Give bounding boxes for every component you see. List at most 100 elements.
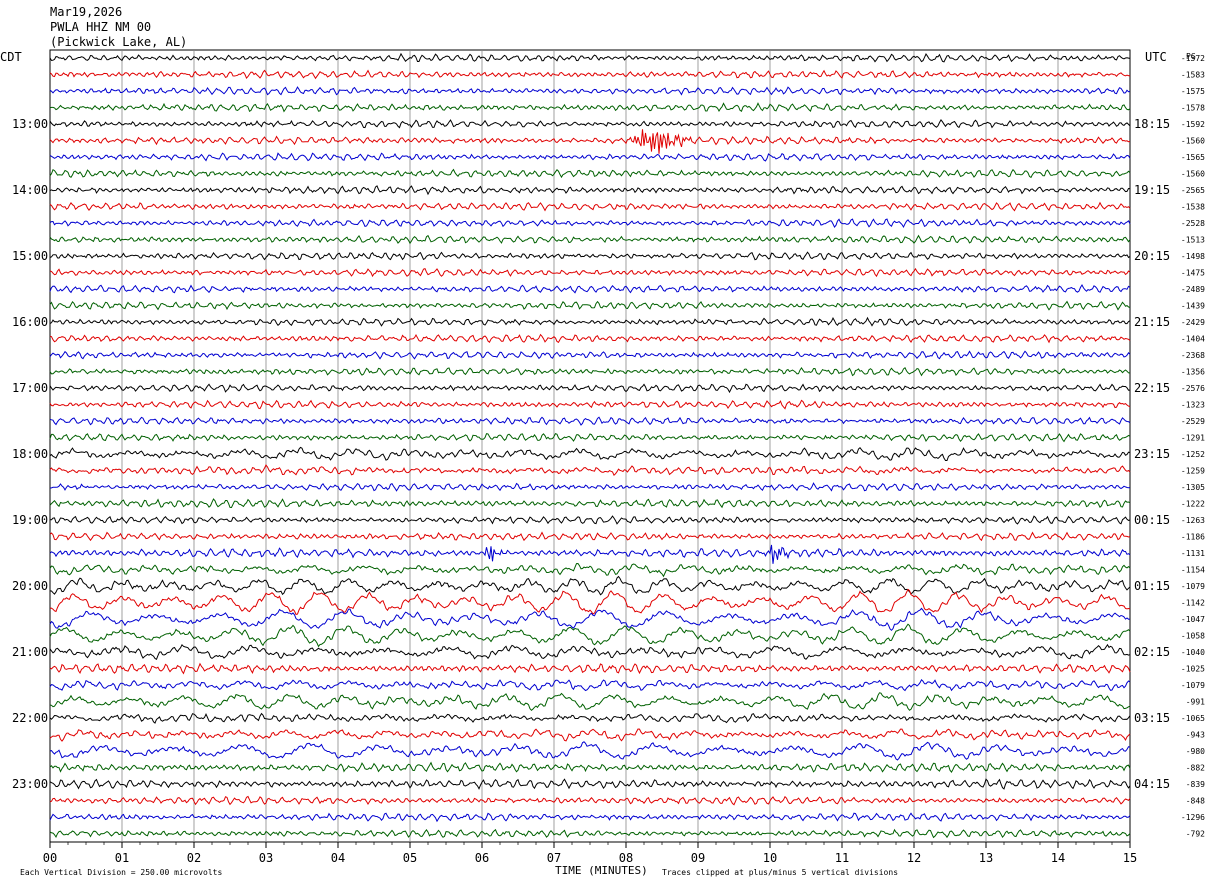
trace-line: [49, 544, 1131, 564]
trace-line: [49, 399, 1131, 410]
trace-line: [49, 129, 1131, 154]
right-row-label: -1439: [1181, 302, 1205, 311]
right-row-label: -1047: [1181, 615, 1205, 624]
trace-line: [49, 300, 1131, 311]
right-hour-label: 01:15: [1134, 579, 1170, 593]
right-row-label: -1025: [1181, 665, 1205, 674]
right-row-label: -1305: [1181, 483, 1205, 492]
trace-line: [49, 185, 1131, 196]
right-row-labels: -1572 -1583 -1575 -1578 -1592 -1560 -1565 -1560…: [1181, 54, 1205, 839]
right-row-label: -1040: [1181, 648, 1205, 657]
right-hour-label: 19:15: [1134, 183, 1170, 197]
right-row-label: -1356: [1181, 368, 1205, 377]
x-tick-label: 01: [115, 851, 129, 865]
right-row-label: -2529: [1181, 417, 1205, 426]
trace-line: [49, 464, 1131, 477]
x-axis-title: TIME (MINUTES): [555, 864, 648, 877]
right-row-label: -1291: [1181, 434, 1205, 443]
x-axis-ticks: 00 01 02 03 04 05 06 07 08 09 10 11 12 13 14 15: [43, 842, 1137, 865]
x-tick-label: 05: [403, 851, 417, 865]
trace-line: [49, 168, 1131, 179]
trace-line: [49, 588, 1131, 615]
trace-line: [49, 795, 1131, 806]
right-row-label: -2576: [1181, 384, 1205, 393]
right-row-label: -980: [1186, 747, 1205, 756]
right-hour-label: 23:15: [1134, 447, 1170, 461]
right-row-label: -1404: [1181, 335, 1205, 344]
trace-line: [49, 575, 1131, 596]
right-row-label: -1592: [1181, 120, 1205, 129]
x-tick-label: 13: [979, 851, 993, 865]
x-tick-label: 08: [619, 851, 633, 865]
right-row-label: -1252: [1181, 450, 1205, 459]
right-row-label: -1560: [1181, 170, 1205, 179]
right-row-label: -1583: [1181, 71, 1205, 80]
trace-line: [49, 69, 1131, 80]
right-hour-label: 21:15: [1134, 315, 1170, 329]
trace-line: [49, 119, 1131, 129]
right-row-label: -839: [1186, 780, 1205, 789]
trace-line: [49, 52, 1131, 63]
right-hour-label: 20:15: [1134, 249, 1170, 263]
x-tick-label: 02: [187, 851, 201, 865]
right-row-label: -1259: [1181, 467, 1205, 476]
right-row-label: -2429: [1181, 318, 1205, 327]
trace-line: [49, 692, 1131, 711]
trace-line: [49, 218, 1131, 229]
trace-line: [49, 678, 1131, 692]
trace-line: [49, 562, 1131, 578]
trace-line: [49, 498, 1131, 509]
right-row-label: -1296: [1181, 813, 1205, 822]
x-tick-label: 10: [763, 851, 777, 865]
trace-line: [49, 267, 1131, 278]
right-row-label: -1079: [1181, 681, 1205, 690]
trace-line: [49, 366, 1131, 377]
trace-line: [49, 201, 1131, 212]
trace-line: [49, 251, 1131, 261]
right-row-label: -1058: [1181, 632, 1205, 641]
left-hour-label: 23:00: [12, 777, 48, 791]
seismic-traces: [49, 52, 1131, 839]
x-tick-label: 00: [43, 851, 57, 865]
trace-line: [49, 728, 1131, 742]
left-hour-label: 21:00: [12, 645, 48, 659]
right-hour-label: 22:15: [1134, 381, 1170, 395]
right-row-label: -1578: [1181, 104, 1205, 113]
header-location: (Pickwick Lake, AL): [50, 35, 187, 49]
trace-line: [49, 152, 1131, 162]
trace-line: [49, 234, 1131, 245]
trace-line: [49, 531, 1131, 542]
right-row-label: -1513: [1181, 236, 1205, 245]
trace-line: [49, 778, 1131, 790]
right-row-label: -792: [1186, 830, 1205, 839]
right-row-label: -2528: [1181, 219, 1205, 228]
right-hour-labels: 18:15 19:15 20:15 21:15 22:15 23:15 00:15 01:15…: [1134, 117, 1170, 791]
trace-line: [49, 333, 1131, 344]
trace-line: [49, 350, 1131, 360]
left-hour-label: 17:00: [12, 381, 48, 395]
trace-line: [49, 102, 1131, 113]
x-tick-label: 06: [475, 851, 489, 865]
right-row-label: -1079: [1181, 582, 1205, 591]
right-row-label: -1142: [1181, 599, 1205, 608]
right-row-label: -2489: [1181, 285, 1205, 294]
left-hour-label: 14:00: [12, 183, 48, 197]
right-row-label: -2368: [1181, 351, 1205, 360]
trace-line: [49, 712, 1131, 724]
x-tick-label: 11: [835, 851, 849, 865]
left-hour-label: 22:00: [12, 711, 48, 725]
x-tick-label: 12: [907, 851, 921, 865]
right-row-label: -1475: [1181, 269, 1205, 278]
right-row-label: -1065: [1181, 714, 1205, 723]
right-timezone-label: UTC: [1145, 50, 1167, 64]
x-tick-label: 09: [691, 851, 705, 865]
trace-line: [49, 446, 1131, 461]
trace-line: [49, 607, 1131, 632]
right-hour-label: 03:15: [1134, 711, 1170, 725]
minute-gridlines: [121, 50, 1059, 842]
header-date: Mar19,2026: [50, 5, 122, 19]
right-hour-label: 02:15: [1134, 645, 1170, 659]
trace-line: [49, 643, 1131, 661]
right-row-label: -943: [1186, 731, 1205, 740]
trace-line: [49, 383, 1131, 394]
